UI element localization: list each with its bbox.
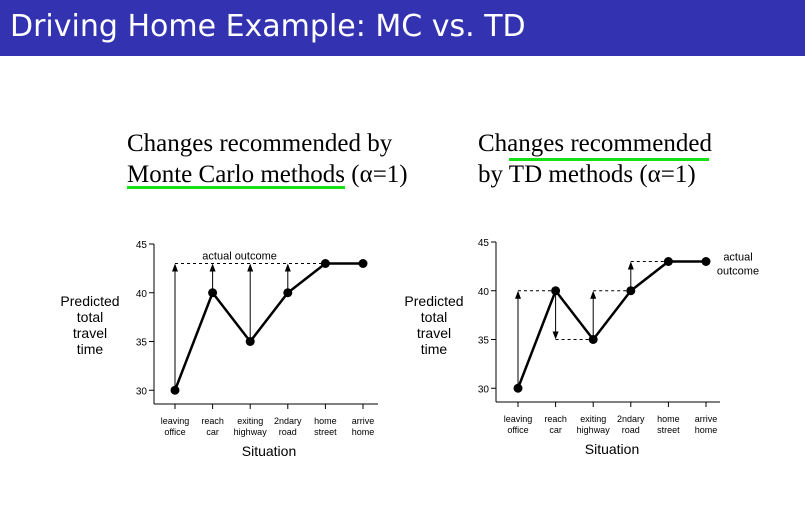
mc-arrowhead bbox=[247, 263, 254, 272]
td-heading-line2: by TD methods (α=1) bbox=[478, 161, 696, 188]
x-tick-label: reach bbox=[544, 414, 567, 424]
mc-highlight-text: Monte Carlo methods bbox=[127, 161, 346, 189]
x-tick-label: highway bbox=[234, 427, 268, 437]
x-tick-label: exiting bbox=[580, 414, 606, 424]
mc-heading: Changes recommended by Monte Carlo metho… bbox=[127, 128, 408, 190]
x-tick-label: arrive bbox=[695, 414, 718, 424]
x-tick-label: arrive bbox=[352, 416, 375, 426]
y-tick-label: 40 bbox=[478, 287, 490, 298]
x-tick-label: home bbox=[657, 414, 680, 424]
x-tick-label: home bbox=[695, 425, 718, 435]
y-axis-label: Predicted bbox=[404, 293, 463, 309]
x-axis-label: Situation bbox=[242, 443, 296, 459]
prediction-point bbox=[320, 259, 330, 268]
td-highlight-text: Changes recommended bbox=[478, 128, 712, 161]
td-arrowhead bbox=[552, 331, 559, 340]
td-highlight-underline bbox=[509, 158, 709, 161]
x-tick-label: car bbox=[206, 427, 219, 437]
actual-outcome-label: actual bbox=[723, 252, 752, 264]
x-tick-label: 2ndary bbox=[617, 414, 645, 424]
td-arrowhead bbox=[590, 290, 597, 299]
y-tick-label: 40 bbox=[136, 289, 148, 300]
y-axis-label: total bbox=[77, 309, 103, 325]
y-tick-label: 35 bbox=[136, 338, 148, 349]
y-tick-label: 30 bbox=[136, 386, 148, 397]
prediction-point bbox=[626, 286, 636, 296]
prediction-point bbox=[358, 259, 368, 268]
y-tick-label: 30 bbox=[478, 384, 490, 395]
x-tick-label: street bbox=[314, 427, 337, 437]
y-axis-label: time bbox=[421, 341, 448, 357]
prediction-point bbox=[551, 286, 561, 296]
x-tick-label: office bbox=[164, 427, 185, 437]
y-tick-label: 45 bbox=[478, 238, 490, 249]
slide-title: Driving Home Example: MC vs. TD bbox=[10, 9, 526, 44]
x-tick-label: road bbox=[622, 425, 640, 435]
x-tick-label: street bbox=[657, 425, 680, 435]
prediction-point bbox=[588, 335, 598, 344]
mc-arrowhead bbox=[172, 263, 178, 272]
td-arrowhead bbox=[515, 290, 521, 299]
prediction-point bbox=[170, 385, 180, 395]
x-tick-label: office bbox=[507, 425, 528, 435]
x-tick-label: exiting bbox=[237, 416, 263, 426]
y-axis-label: travel bbox=[417, 325, 451, 341]
prediction-point bbox=[208, 288, 218, 298]
mc-highlight-underline bbox=[127, 186, 346, 189]
y-axis-label: travel bbox=[73, 325, 107, 341]
prediction-point bbox=[513, 383, 523, 393]
x-tick-label: road bbox=[279, 427, 297, 437]
prediction-point bbox=[663, 257, 673, 266]
mc-arrowhead bbox=[284, 263, 291, 272]
prediction-line bbox=[516, 260, 706, 389]
title-bar: Driving Home Example: MC vs. TD bbox=[0, 0, 805, 56]
prediction-point bbox=[701, 257, 711, 266]
prediction-point bbox=[283, 288, 293, 298]
prediction-point bbox=[245, 337, 255, 346]
actual-outcome-label: outcome bbox=[717, 266, 759, 278]
x-tick-label: home bbox=[352, 427, 375, 437]
y-axis-label: total bbox=[421, 309, 447, 325]
x-tick-label: home bbox=[314, 416, 337, 426]
y-tick-label: 35 bbox=[478, 336, 490, 347]
mc-heading-line1: Changes recommended by bbox=[127, 130, 393, 157]
mc-arrowhead bbox=[209, 263, 216, 272]
x-tick-label: 2ndary bbox=[274, 416, 302, 426]
td-heading-line1: Changes recommended bbox=[478, 128, 712, 161]
x-tick-label: highway bbox=[577, 425, 611, 435]
x-tick-label: car bbox=[549, 425, 562, 435]
y-axis-label: Predicted bbox=[60, 293, 119, 309]
prediction-line bbox=[173, 262, 363, 391]
x-axis-label: Situation bbox=[585, 441, 639, 457]
y-tick-label: 45 bbox=[136, 240, 148, 251]
y-axis-label: time bbox=[77, 341, 104, 357]
x-tick-label: leaving bbox=[161, 416, 190, 426]
td-heading: Changes recommended by TD methods (α=1) bbox=[478, 128, 712, 190]
actual-outcome-label: actual outcome bbox=[202, 251, 277, 263]
x-tick-label: reach bbox=[201, 416, 224, 426]
mc-heading-line2: Monte Carlo methods (α=1) bbox=[127, 159, 408, 190]
mc-heading-alpha: (α=1) bbox=[345, 161, 408, 188]
x-tick-label: leaving bbox=[504, 414, 533, 424]
td-arrowhead bbox=[627, 261, 634, 270]
